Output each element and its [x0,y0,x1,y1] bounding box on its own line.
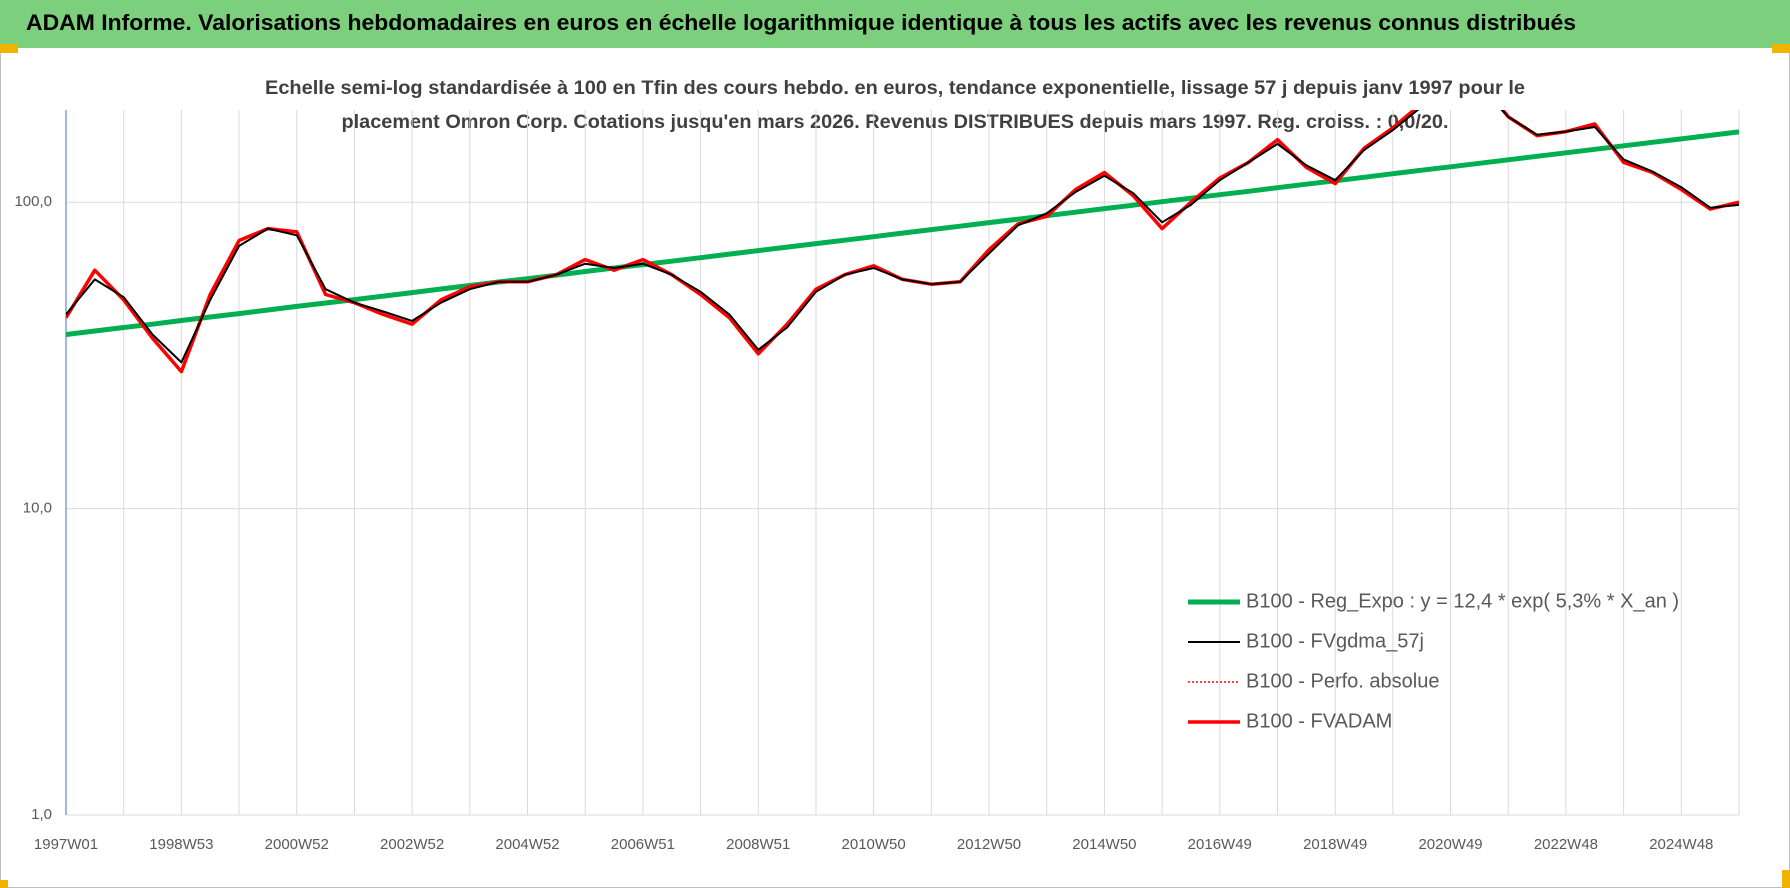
x-tick-label: 2008W51 [726,836,790,853]
y-tick-label: 1,0 [31,806,52,823]
x-tick-label: 1998W53 [149,836,213,853]
x-tick-label: 2006W51 [611,836,675,853]
x-tick-label: 2020W49 [1418,836,1482,853]
series-line [66,110,1739,364]
x-tick-label: 2024W48 [1649,836,1713,853]
legend: B100 - Reg_Expo : y = 12,4 * exp( 5,3% *… [1188,590,1679,732]
legend-label: B100 - Reg_Expo : y = 12,4 * exp( 5,3% *… [1246,590,1679,612]
x-tick-label: 2016W49 [1188,836,1252,853]
chart-title: ADAM Informe. Valorisations hebdomadaire… [26,10,1576,35]
x-tick-label: 2000W52 [265,836,329,853]
legend-label: B100 - FVgdma_57j [1246,630,1424,652]
plot [66,110,1739,374]
x-tick-label: 2012W50 [957,836,1021,853]
x-tick-label: 2002W52 [380,836,444,853]
corner [0,44,18,53]
grid: 1,0 10,0 100,0 1997W01 1998W53 2000W52 2002W52… [14,110,1740,853]
x-tick-label: 2014W50 [1072,836,1136,853]
legend-label: B100 - FVADAM [1246,710,1392,732]
legend-label: B100 - Perfo. absolue [1246,670,1439,692]
y-tick-label: 100,0 [14,193,52,210]
chart-subtitle: Echelle semi-log standardisée à 100 en T… [265,78,1525,99]
corner [1782,870,1790,888]
x-tick-label: 2022W48 [1534,836,1598,853]
x-tick-label: 1997W01 [34,836,98,853]
corner [1772,44,1790,53]
x-tick-label: 2010W50 [842,836,906,853]
corner [0,880,8,888]
x-tick-label: 2004W52 [495,836,559,853]
y-tick-label: 10,0 [23,500,52,517]
chart-subtitle: placement Omron Corp. Cotations jusqu'en… [342,112,1449,133]
x-tick-label: 2018W49 [1303,836,1367,853]
title-bar [0,0,1790,48]
